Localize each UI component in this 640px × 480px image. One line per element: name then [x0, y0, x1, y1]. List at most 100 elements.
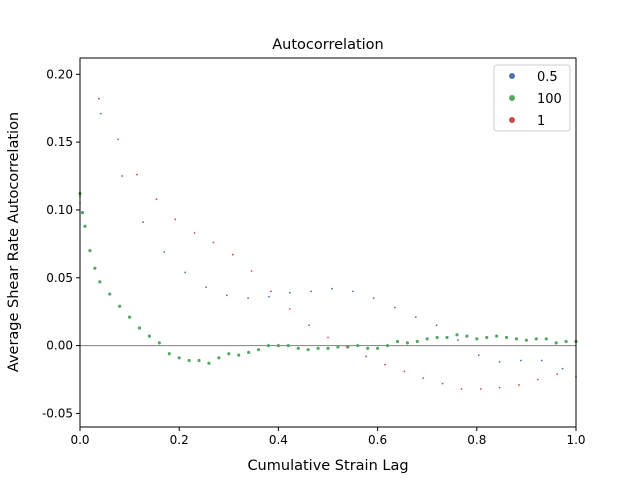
data-point	[422, 377, 425, 380]
data-point	[331, 287, 333, 290]
data-point	[534, 337, 538, 341]
data-point	[286, 344, 290, 348]
data-point	[167, 352, 171, 356]
data-point	[117, 138, 120, 141]
data-point	[193, 232, 196, 234]
data-point	[88, 249, 92, 253]
data-point	[207, 361, 211, 365]
data-point	[268, 295, 270, 298]
x-tick-label: 0.0	[70, 433, 89, 447]
data-point	[308, 324, 311, 327]
data-point	[479, 388, 482, 390]
data-point	[544, 337, 548, 341]
data-point	[266, 344, 271, 348]
legend-box	[493, 64, 571, 132]
x-tick-label: 1.0	[566, 433, 585, 447]
data-point	[435, 324, 438, 327]
data-point	[385, 344, 390, 348]
data-point	[326, 346, 330, 350]
legend-marker-0.5	[509, 73, 515, 79]
data-point	[504, 335, 509, 340]
data-point	[336, 345, 340, 349]
data-point	[356, 344, 360, 348]
y-tick-label: 0.15	[46, 135, 73, 149]
data-point	[457, 339, 459, 342]
data-point	[128, 315, 132, 319]
data-point	[97, 97, 100, 100]
data-point	[376, 346, 380, 350]
legend-label-100: 100	[537, 92, 562, 107]
data-point	[288, 291, 291, 294]
data-point	[296, 346, 300, 350]
data-point	[197, 358, 201, 363]
data-point	[270, 290, 272, 293]
data-point	[108, 292, 112, 296]
data-point	[403, 370, 406, 373]
data-point	[93, 266, 97, 270]
data-point	[310, 290, 313, 293]
data-point	[187, 358, 191, 363]
data-point	[327, 336, 329, 339]
data-point	[405, 341, 409, 345]
data-point	[177, 356, 181, 360]
legend-label-1: 1	[537, 114, 545, 129]
data-point	[495, 334, 499, 338]
data-point	[250, 270, 253, 272]
data-point	[465, 334, 469, 338]
data-point	[556, 373, 559, 375]
data-point	[564, 339, 568, 344]
data-point	[395, 339, 400, 344]
data-point	[247, 350, 251, 354]
data-point	[80, 211, 85, 215]
data-point	[425, 337, 429, 341]
chart-title: Autocorrelation	[272, 37, 383, 53]
x-axis-label: Cumulative Strain Lag	[247, 458, 408, 474]
data-point	[247, 297, 250, 300]
data-point	[217, 356, 221, 360]
x-tick-label: 0.2	[170, 433, 189, 447]
data-point	[514, 337, 519, 341]
plot-area: 0.0 0.2 0.4 0.6 0.8 1.0 -0.05 0.00 0.05 0.10 0.15 0…	[42, 57, 586, 447]
data-point	[288, 308, 291, 310]
data-point	[372, 297, 375, 300]
y-tick-label: 0.05	[46, 271, 73, 285]
data-point	[455, 333, 459, 337]
data-point	[561, 367, 564, 370]
data-point	[441, 382, 444, 385]
data-point	[498, 360, 501, 363]
data-point	[225, 294, 228, 297]
data-point	[475, 337, 479, 341]
legend: 0.5 100 1	[493, 64, 571, 132]
data-point	[524, 338, 529, 342]
data-point	[256, 348, 261, 352]
data-point	[365, 355, 368, 358]
data-point	[554, 341, 558, 345]
data-point	[445, 335, 449, 340]
data-point	[415, 339, 419, 344]
data-point	[540, 359, 543, 362]
x-tick-label: 0.8	[467, 433, 486, 447]
data-point	[163, 251, 166, 253]
data-point	[414, 316, 417, 319]
data-point	[121, 175, 124, 177]
data-point	[174, 218, 177, 221]
axes-frame	[79, 57, 577, 428]
data-point	[83, 224, 87, 228]
data-point	[520, 359, 522, 362]
data-point	[99, 112, 102, 115]
x-tick-label: 0.4	[269, 433, 288, 447]
data-point	[237, 353, 241, 357]
data-point	[518, 384, 520, 386]
data-point	[118, 304, 122, 308]
data-point	[366, 346, 370, 350]
data-point	[157, 341, 161, 345]
data-point	[136, 173, 138, 176]
data-point	[460, 388, 463, 390]
legend-marker-100	[509, 95, 515, 101]
legend-label-0.5: 0.5	[537, 70, 558, 85]
y-axis-label: Average Shear Rate Autocorrelation	[6, 112, 22, 372]
data-point	[351, 290, 354, 293]
y-tick-label: 0.00	[46, 339, 73, 353]
data-point	[498, 386, 501, 389]
